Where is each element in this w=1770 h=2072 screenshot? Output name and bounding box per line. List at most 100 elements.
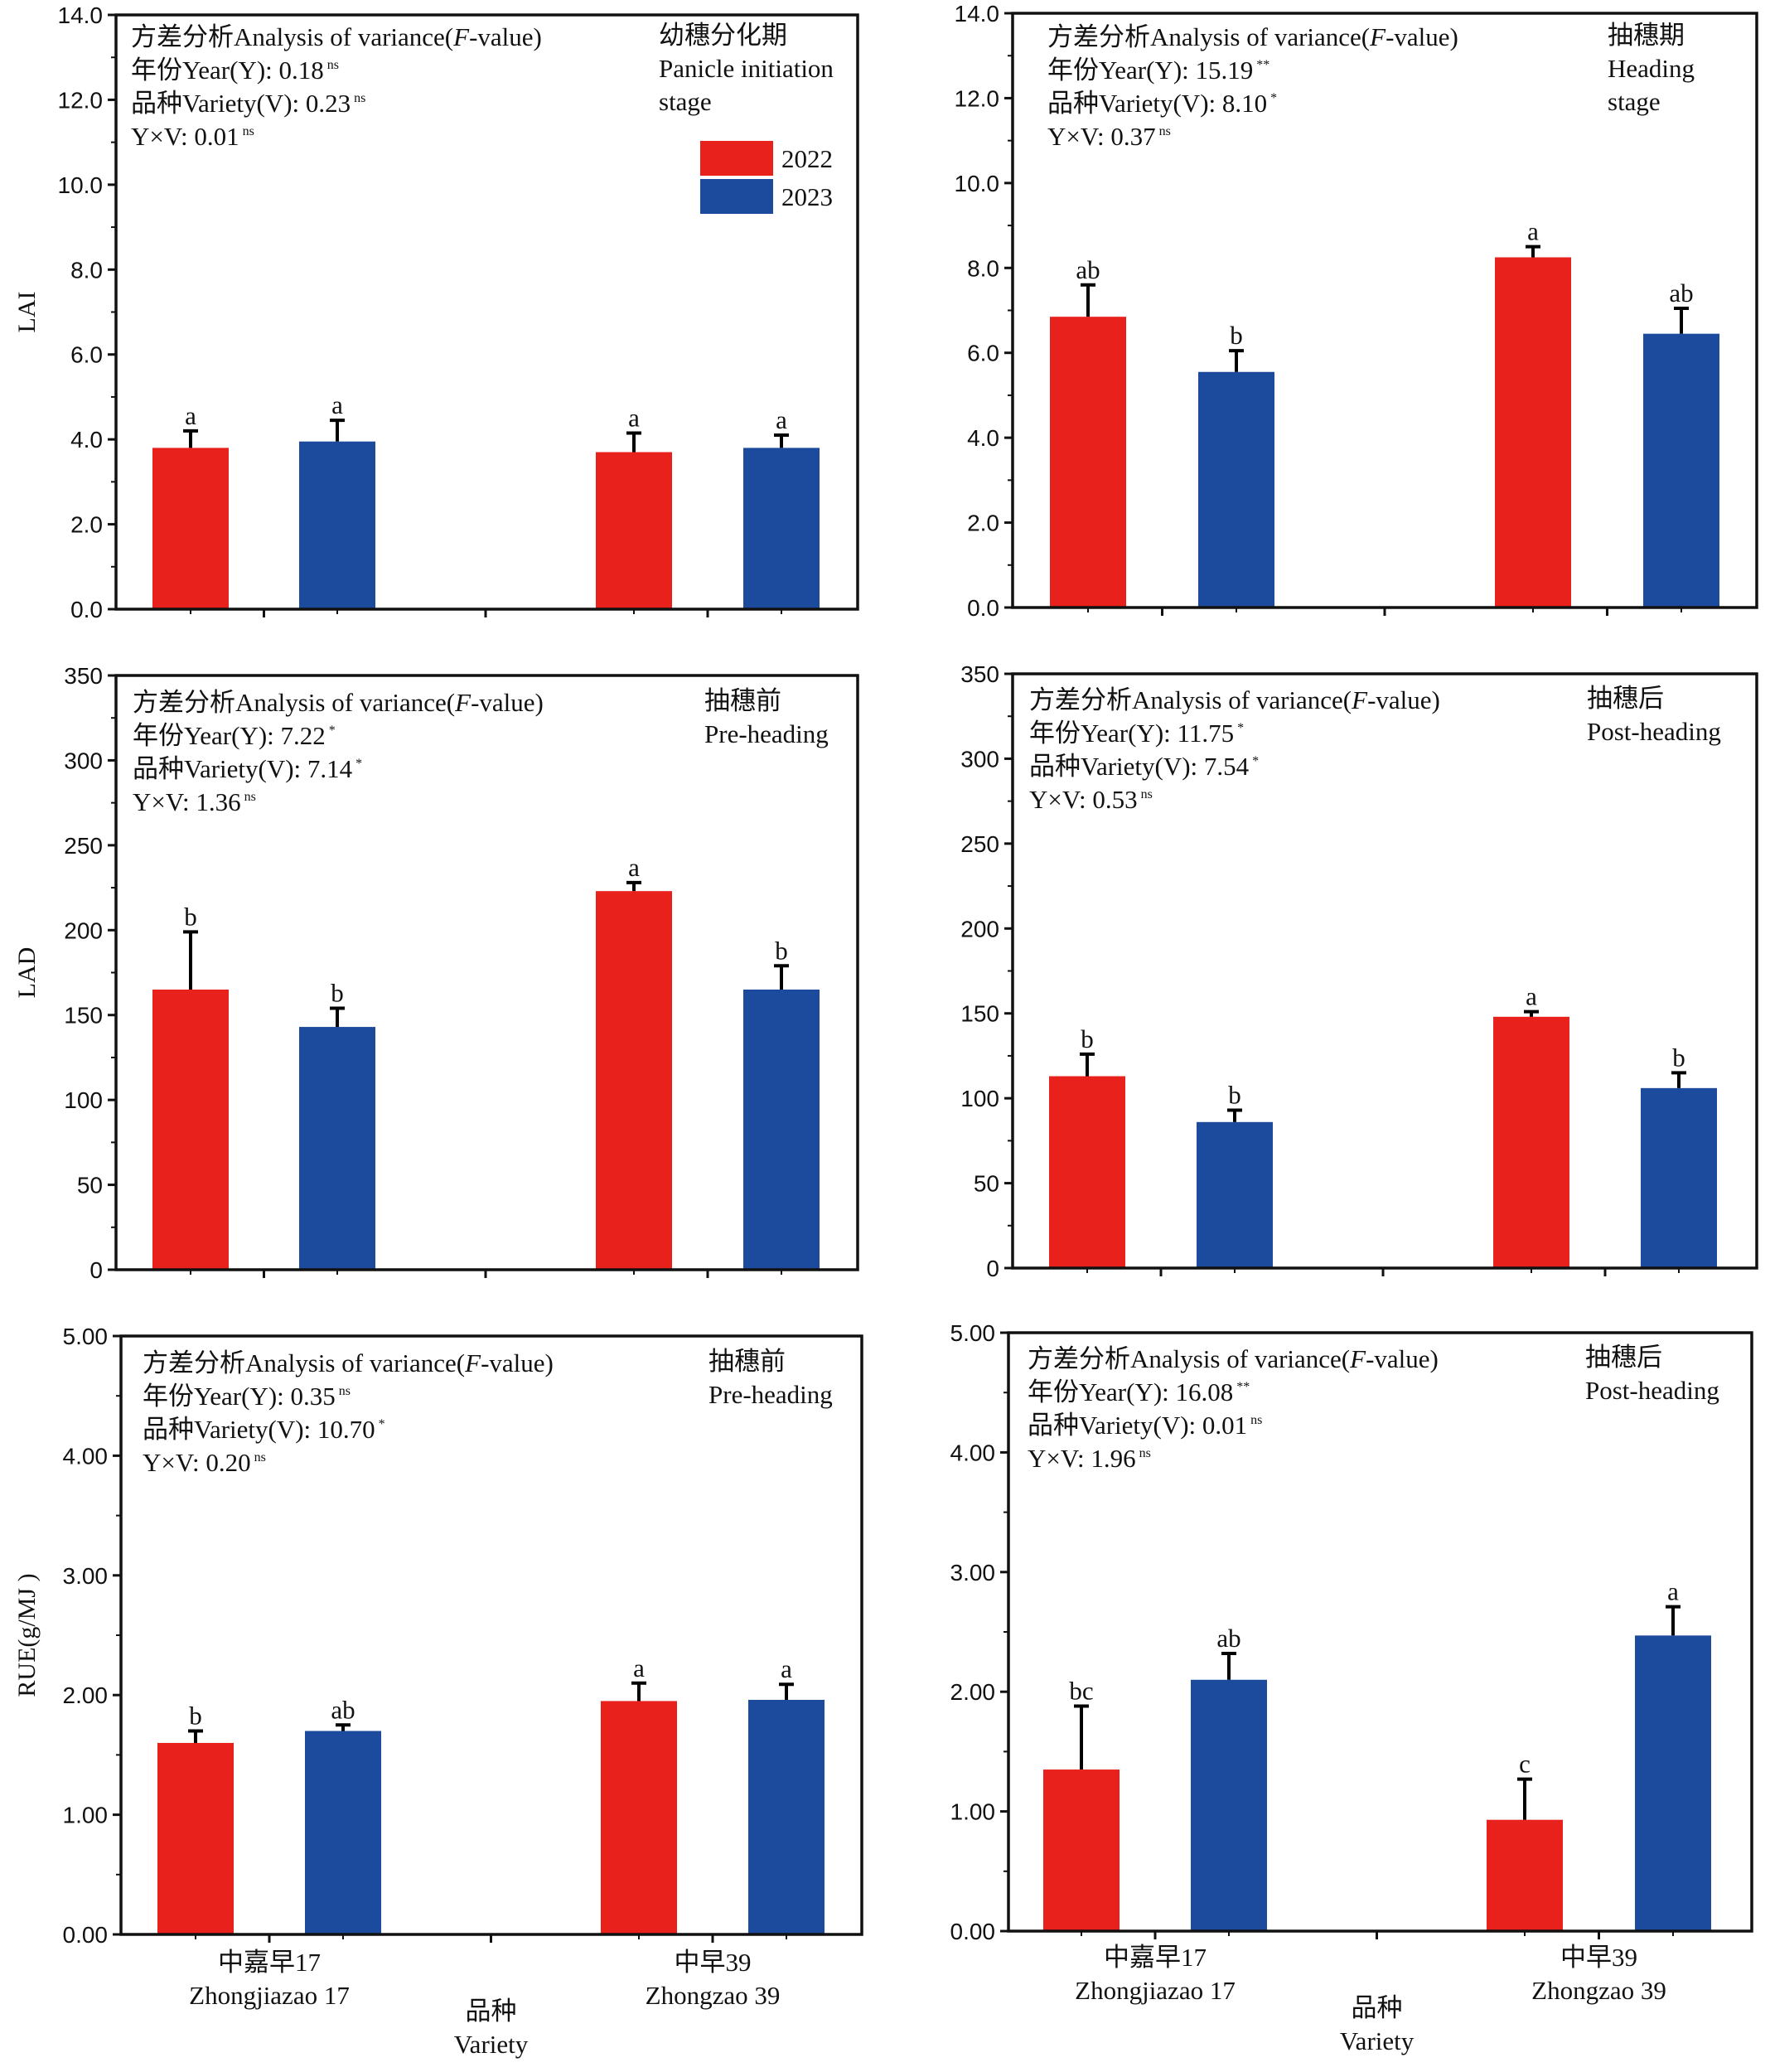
stage-label: 幼穗分化期 bbox=[659, 21, 787, 50]
significance-letter: a bbox=[1526, 982, 1537, 1011]
y-tick-label: 5.00 bbox=[63, 1324, 109, 1349]
y-tick-label: 2.0 bbox=[70, 512, 103, 538]
y-tick-label: 150 bbox=[960, 1001, 999, 1027]
plot-frame bbox=[114, 13, 859, 611]
y-tick-label: 8.0 bbox=[70, 257, 103, 283]
y-axis-label: RUE(g/MJ ) bbox=[13, 1573, 41, 1697]
plot-frame bbox=[1011, 672, 1758, 1270]
bar-2022-1 bbox=[1043, 1769, 1120, 1931]
category-label-zh: 中嘉早17 bbox=[1104, 1943, 1207, 1972]
y-tick-label: 4.00 bbox=[950, 1440, 996, 1465]
y-tick-label: 50 bbox=[974, 1171, 999, 1197]
anova-line: Y×V: 1.36 ns bbox=[133, 787, 256, 816]
stage-label: Pre-heading bbox=[708, 1380, 833, 1409]
y-tick-label: 14.0 bbox=[955, 1, 1000, 27]
y-tick-label: 2.00 bbox=[63, 1682, 109, 1708]
stage-label: 抽穗期 bbox=[1608, 21, 1685, 50]
bar-2022-2 bbox=[596, 891, 672, 1270]
stage-label: stage bbox=[1608, 87, 1661, 116]
anova-line: 年份Year(Y): 7.22 * bbox=[133, 721, 336, 750]
y-tick-label: 3.00 bbox=[63, 1563, 109, 1589]
anova-line: 品种Variety(V): 0.23 ns bbox=[131, 89, 365, 118]
anova-line: 年份Year(Y): 0.35 ns bbox=[143, 1382, 351, 1411]
bar-2022-1 bbox=[1049, 1076, 1125, 1268]
category-label-zh: 中嘉早17 bbox=[218, 1948, 321, 1977]
bar-2023-2 bbox=[743, 448, 820, 609]
stage-label: 抽穗后 bbox=[1585, 1343, 1662, 1372]
y-tick-label: 0.00 bbox=[950, 1919, 996, 1944]
significance-letter: ab bbox=[1076, 255, 1100, 284]
x-axis-label-en: Variety bbox=[1340, 2026, 1415, 2055]
y-tick-label: 100 bbox=[64, 1087, 103, 1113]
bar-2023-2 bbox=[748, 1699, 825, 1934]
y-tick-label: 300 bbox=[960, 746, 999, 772]
y-tick-label: 14.0 bbox=[58, 2, 104, 28]
bar-2023-1 bbox=[299, 441, 375, 609]
y-tick-label: 6.0 bbox=[70, 342, 103, 368]
y-tick-label: 0 bbox=[89, 1257, 103, 1283]
x-axis-label-zh: 品种 bbox=[466, 1997, 517, 2026]
significance-letter: b bbox=[1228, 1080, 1241, 1109]
anova-title: 方差分析Analysis of variance(F-value) bbox=[1047, 22, 1458, 51]
bar-2023-1 bbox=[1191, 1679, 1267, 1931]
y-tick-label: 50 bbox=[77, 1173, 103, 1198]
anova-title: 方差分析Analysis of variance(F-value) bbox=[1028, 1344, 1439, 1373]
anova-title: 方差分析Analysis of variance(F-value) bbox=[143, 1348, 554, 1377]
y-tick-label: 0.0 bbox=[70, 597, 103, 622]
legend-swatch bbox=[700, 179, 773, 214]
x-axis-label-en: Variety bbox=[454, 2030, 529, 2059]
significance-letter: a bbox=[185, 401, 196, 430]
y-tick-label: 10.0 bbox=[955, 171, 1000, 196]
panel-a: 0.0 2.0 4.0 6.0 8.0 10.0 12.0 14.0 a a a a 方差分析Analy… bbox=[13, 2, 859, 622]
plot-frame bbox=[1007, 1331, 1753, 1933]
y-tick-label: 0 bbox=[986, 1256, 999, 1281]
y-tick-label: 4.00 bbox=[63, 1443, 109, 1469]
y-tick-label: 4.0 bbox=[967, 425, 999, 451]
anova-line: 年份Year(Y): 0.18 ns bbox=[131, 56, 339, 85]
y-tick-label: 2.00 bbox=[950, 1679, 996, 1705]
significance-letter: ab bbox=[331, 1695, 355, 1724]
significance-letter: a bbox=[633, 1653, 645, 1682]
y-tick-label: 6.0 bbox=[967, 341, 999, 366]
bar-2022-2 bbox=[1487, 1819, 1563, 1931]
x-axis-label-zh: 品种 bbox=[1352, 1993, 1403, 2022]
bar-2023-2 bbox=[1643, 333, 1719, 608]
anova-line: 年份Year(Y): 11.75 * bbox=[1029, 719, 1244, 748]
stage-label: 抽穗后 bbox=[1587, 684, 1664, 713]
anova-line: 品种Variety(V): 10.70 * bbox=[143, 1415, 385, 1444]
plot-frame bbox=[114, 674, 859, 1271]
stage-label: 抽穗前 bbox=[704, 686, 781, 715]
stage-label: Post-heading bbox=[1587, 717, 1721, 746]
y-axis-label: LAI bbox=[13, 292, 41, 333]
stage-label: 抽穗前 bbox=[708, 1347, 786, 1376]
y-tick-label: 12.0 bbox=[58, 87, 104, 113]
significance-letter: a bbox=[1667, 1577, 1679, 1606]
bar-2023-1 bbox=[1198, 371, 1274, 608]
anova-line: 品种Variety(V): 7.14 * bbox=[133, 754, 362, 783]
y-tick-label: 350 bbox=[64, 663, 103, 689]
bar-2022-2 bbox=[596, 452, 672, 609]
category-label-en: Zhongzao 39 bbox=[1531, 1976, 1666, 2005]
significance-letter: b bbox=[184, 902, 197, 931]
significance-letter: a bbox=[776, 405, 787, 434]
y-tick-label: 0.00 bbox=[63, 1922, 109, 1948]
y-tick-label: 0.0 bbox=[967, 595, 999, 621]
bar-2022-2 bbox=[601, 1701, 677, 1934]
plot-frame bbox=[1011, 12, 1758, 609]
legend-swatch bbox=[700, 141, 773, 176]
anova-title: 方差分析Analysis of variance(F-value) bbox=[133, 688, 544, 717]
category-label-en: Zhongzao 39 bbox=[646, 1981, 781, 2010]
anova-line: Y×V: 0.37 ns bbox=[1047, 122, 1171, 151]
panel-d: 0 50 100 150 200 250 300 350 b a b b 方差分析Analysis of… bbox=[960, 661, 1758, 1281]
legend: 2022 2023 bbox=[700, 141, 833, 214]
y-tick-label: 1.00 bbox=[950, 1799, 996, 1825]
category-label-zh: 中早39 bbox=[675, 1948, 752, 1977]
anova-title: 方差分析Analysis of variance(F-value) bbox=[1029, 685, 1440, 714]
bar-2023-2 bbox=[1635, 1635, 1711, 1931]
stage-label: Heading bbox=[1608, 54, 1695, 83]
stage-label: Pre-heading bbox=[704, 719, 829, 748]
anova-line: Y×V: 0.53 ns bbox=[1029, 785, 1153, 814]
anova-title: 方差分析Analysis of variance(F-value) bbox=[131, 22, 542, 51]
plot-frame bbox=[119, 1334, 863, 1936]
stage-label: stage bbox=[659, 87, 712, 116]
